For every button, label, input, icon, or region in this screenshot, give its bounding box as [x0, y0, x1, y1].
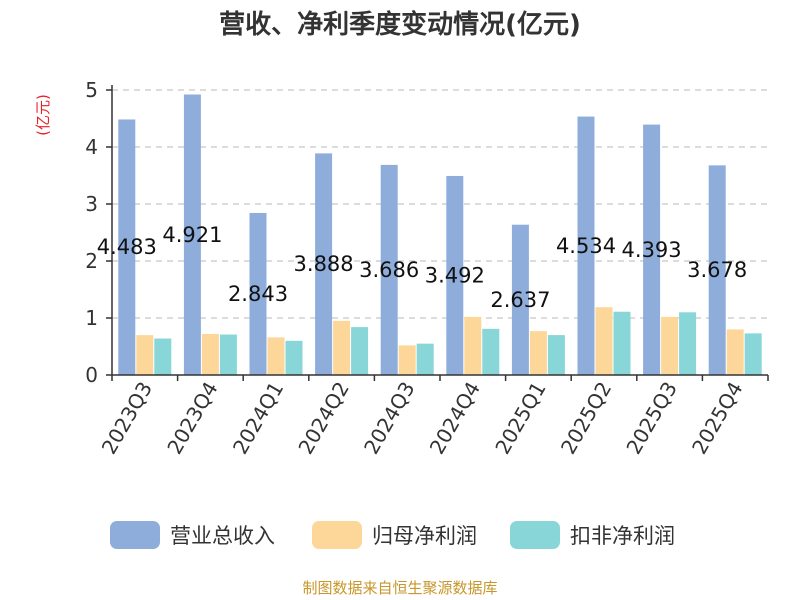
chart-title: 营收、净利季度变动情况(亿元) [219, 9, 581, 40]
bar-2 [201, 333, 219, 375]
y-tick-label: 4 [85, 135, 98, 159]
x-tick-label: 2025Q4 [687, 378, 747, 459]
bar-1 [708, 165, 726, 375]
legend-swatch [312, 521, 362, 549]
bar-2 [529, 331, 547, 375]
bar-2 [595, 307, 613, 375]
legend: 营业总收入 归母净利润 扣非净利润 [110, 521, 675, 549]
bar-3 [351, 327, 369, 375]
x-axis [106, 85, 769, 381]
bar-1 [183, 94, 201, 376]
y-tick-label: 1 [85, 306, 98, 330]
bar-2 [267, 337, 285, 375]
bar-3 [547, 335, 565, 375]
bar-1 [118, 119, 136, 376]
x-tick-label: 2024Q3 [359, 378, 419, 459]
y-tick-label: 0 [85, 363, 98, 387]
bar-3 [285, 340, 303, 375]
source-note: 制图数据来自恒生聚源数据库 [302, 579, 497, 597]
legend-swatch [510, 521, 560, 549]
bar-2 [136, 335, 154, 375]
legend-label: 归母净利润 [372, 524, 477, 548]
bar-2 [726, 329, 744, 375]
bar-3 [613, 311, 631, 375]
y-axis-ticks: 0 1 2 3 4 5 [85, 78, 98, 387]
bar-2 [333, 320, 351, 375]
bar-1 [643, 124, 661, 375]
bar-2 [661, 316, 679, 375]
data-label: 4.534 [556, 234, 616, 258]
data-label: 2.843 [228, 282, 288, 306]
bar-3 [679, 312, 697, 375]
data-label: 3.686 [359, 258, 419, 282]
x-tick-label: 2024Q4 [425, 378, 485, 459]
x-tick-label: 2025Q2 [556, 378, 616, 459]
data-label: 4.483 [97, 235, 157, 259]
bar-1 [315, 153, 333, 375]
x-tick-label: 2024Q2 [293, 378, 353, 459]
data-label: 3.678 [687, 258, 747, 282]
y-tick-label: 3 [85, 192, 98, 216]
y-tick-label: 2 [85, 249, 98, 273]
bar-2 [398, 345, 416, 375]
bar-3 [744, 333, 762, 375]
bar-3 [154, 338, 172, 375]
x-tick-label: 2023Q4 [162, 378, 222, 459]
bar-3 [416, 343, 434, 375]
bar-1 [511, 224, 529, 375]
bar-1 [380, 164, 398, 375]
bar-1 [446, 175, 464, 375]
bars [118, 94, 762, 376]
bar-3 [219, 334, 237, 375]
x-tick-label: 2025Q1 [490, 378, 550, 459]
bar-3 [482, 328, 500, 375]
y-tick-label: 5 [85, 78, 98, 102]
x-axis-ticks: 2023Q3 2023Q4 2024Q1 2024Q2 2024Q3 2024Q4 2025… [97, 378, 748, 459]
x-tick-label: 2025Q3 [621, 378, 681, 459]
legend-label: 营业总收入 [170, 524, 275, 548]
legend-label: 扣非净利润 [570, 524, 675, 548]
legend-swatch [110, 521, 160, 549]
bar-1 [577, 116, 595, 375]
data-label: 3.888 [294, 252, 354, 276]
x-tick-label: 2023Q3 [97, 378, 157, 459]
x-tick-label: 2024Q1 [228, 378, 288, 459]
data-label: 4.393 [622, 238, 682, 262]
y-unit-label: (亿元) [34, 94, 52, 136]
data-label: 3.492 [425, 263, 485, 287]
bar-1 [249, 212, 267, 375]
bar-2 [464, 316, 482, 375]
data-label: 2.637 [490, 288, 550, 312]
data-label: 4.921 [162, 223, 222, 247]
